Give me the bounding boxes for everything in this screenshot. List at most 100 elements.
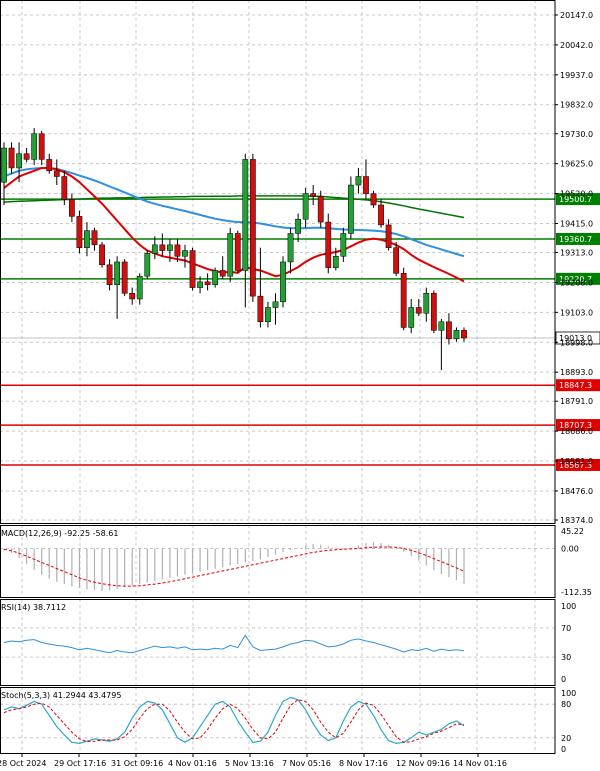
level-label: 18567.3 [559,461,592,470]
candle-body [295,218,301,234]
price-tick-label: 20147.0 [560,11,593,20]
candle-body [167,244,173,251]
price-tick-label: 19730.0 [560,130,593,139]
candle-body [53,170,60,177]
candle-body [430,293,437,331]
price-tick-label: 19520.0 [560,190,593,199]
candle-body [23,153,30,160]
candle-body [91,230,98,246]
candle-body [197,281,203,288]
candle-body [363,176,369,194]
stoch-tick-label: 100 [561,689,576,698]
pane-border [0,687,556,754]
candle-body [272,301,279,308]
level-tag [556,272,600,285]
candle-body [174,244,181,257]
candle-body [355,176,362,186]
rsi-tick-label: 100 [561,602,576,611]
pane-border [0,599,556,686]
price-tick-label: 19208.0 [560,278,593,287]
level-label: 19500.7 [559,195,592,204]
candle-body [227,233,234,277]
candle-body [76,216,83,248]
price-tick-label: 18791.0 [560,397,593,406]
ma-long-line [3,195,465,219]
time-tick-label: 12 Nov 09:16 [396,759,450,768]
candle-body [1,147,7,183]
current-price-label: 19013.0 [559,334,592,343]
candle-body [340,233,347,257]
rsi-line [3,634,465,654]
candle-body [287,233,294,263]
pane-border [0,0,556,524]
candle-body [249,159,256,297]
time-tick-label: 28 Oct 2024 [0,759,46,768]
price-tick-label: 19415.0 [560,219,593,228]
candle-body [212,270,219,285]
candle-body [106,264,113,285]
candle-body [16,153,22,169]
candle-body [31,133,38,160]
candle-body [84,230,90,248]
time-tick-label: 29 Oct 17:16 [54,759,106,768]
candle-body [332,255,339,268]
rsi-pane: 100 70 30 0 [3,602,576,684]
level-label: 19220.7 [559,275,592,284]
level-tag [556,379,600,392]
candle-body [129,293,136,300]
price-tick-label: 19103.0 [560,308,593,317]
stoch-label: Stoch(5,3,3) 41.2944 43.4795 [1,691,121,700]
grid [0,0,555,753]
macd-tick-label: 0.00 [561,545,579,554]
level-tag [556,232,600,245]
time-tick-label: 4 Nov 01:16 [168,759,217,768]
candle-body [242,159,249,271]
macd-label: MACD(12,26,9) -92.25 -58.61 [1,529,118,538]
macd-tick-label: 45.22 [561,527,584,536]
rsi-tick-label: 30 [561,653,571,662]
price-tick-label: 19625.0 [560,160,593,169]
time-tick-label: 7 Nov 05:16 [282,759,331,768]
candle-body [151,244,158,254]
candle-body [136,275,143,300]
stoch-tick-label: 0 [561,745,566,754]
price-tick-label: 18893.0 [560,368,593,377]
price-tick-label: 19937.0 [560,71,593,80]
candle-body [189,250,196,288]
candle-body [393,247,400,274]
level-tag [556,458,600,471]
price-tick-label: 18686.0 [560,427,593,436]
candle-body [310,193,317,197]
candle-body [68,199,75,217]
rsi-label: RSI(14) 38.7112 [1,603,66,612]
candle-body [219,270,226,277]
time-tick-label: 8 Nov 17:16 [339,759,388,768]
candle-body [114,261,121,285]
level-tag [556,419,600,432]
candle-body [400,273,407,328]
stoch-k-line [3,696,465,745]
price-axis: 20147.0 20042.0 19937.0 19832.0 19730.0 19625… [555,11,593,525]
candles [1,128,467,371]
candle-body [61,176,68,200]
candle-body [461,330,467,339]
price-tick-label: 19313.0 [560,249,593,258]
time-tick-label: 14 Nov 01:16 [453,759,507,768]
candle-body [257,295,264,323]
candle-body [38,133,45,160]
time-tick-label: 31 Oct 09:16 [111,759,163,768]
candle-body [423,293,430,314]
macd-tick-label: -112.35 [561,588,592,597]
price-tick-label: 18581.0 [560,457,593,466]
price-tick-label: 19832.0 [560,101,593,110]
level-tag [556,193,600,206]
candle-body [453,330,460,340]
candle-body [159,244,166,251]
price-tick-label: 18374.0 [560,516,593,525]
candle-body [265,307,271,323]
candle-body [317,196,324,223]
pane-borders [0,0,556,754]
price-tick-label: 18476.0 [560,487,593,496]
price-tick-label: 18998.0 [560,338,593,347]
